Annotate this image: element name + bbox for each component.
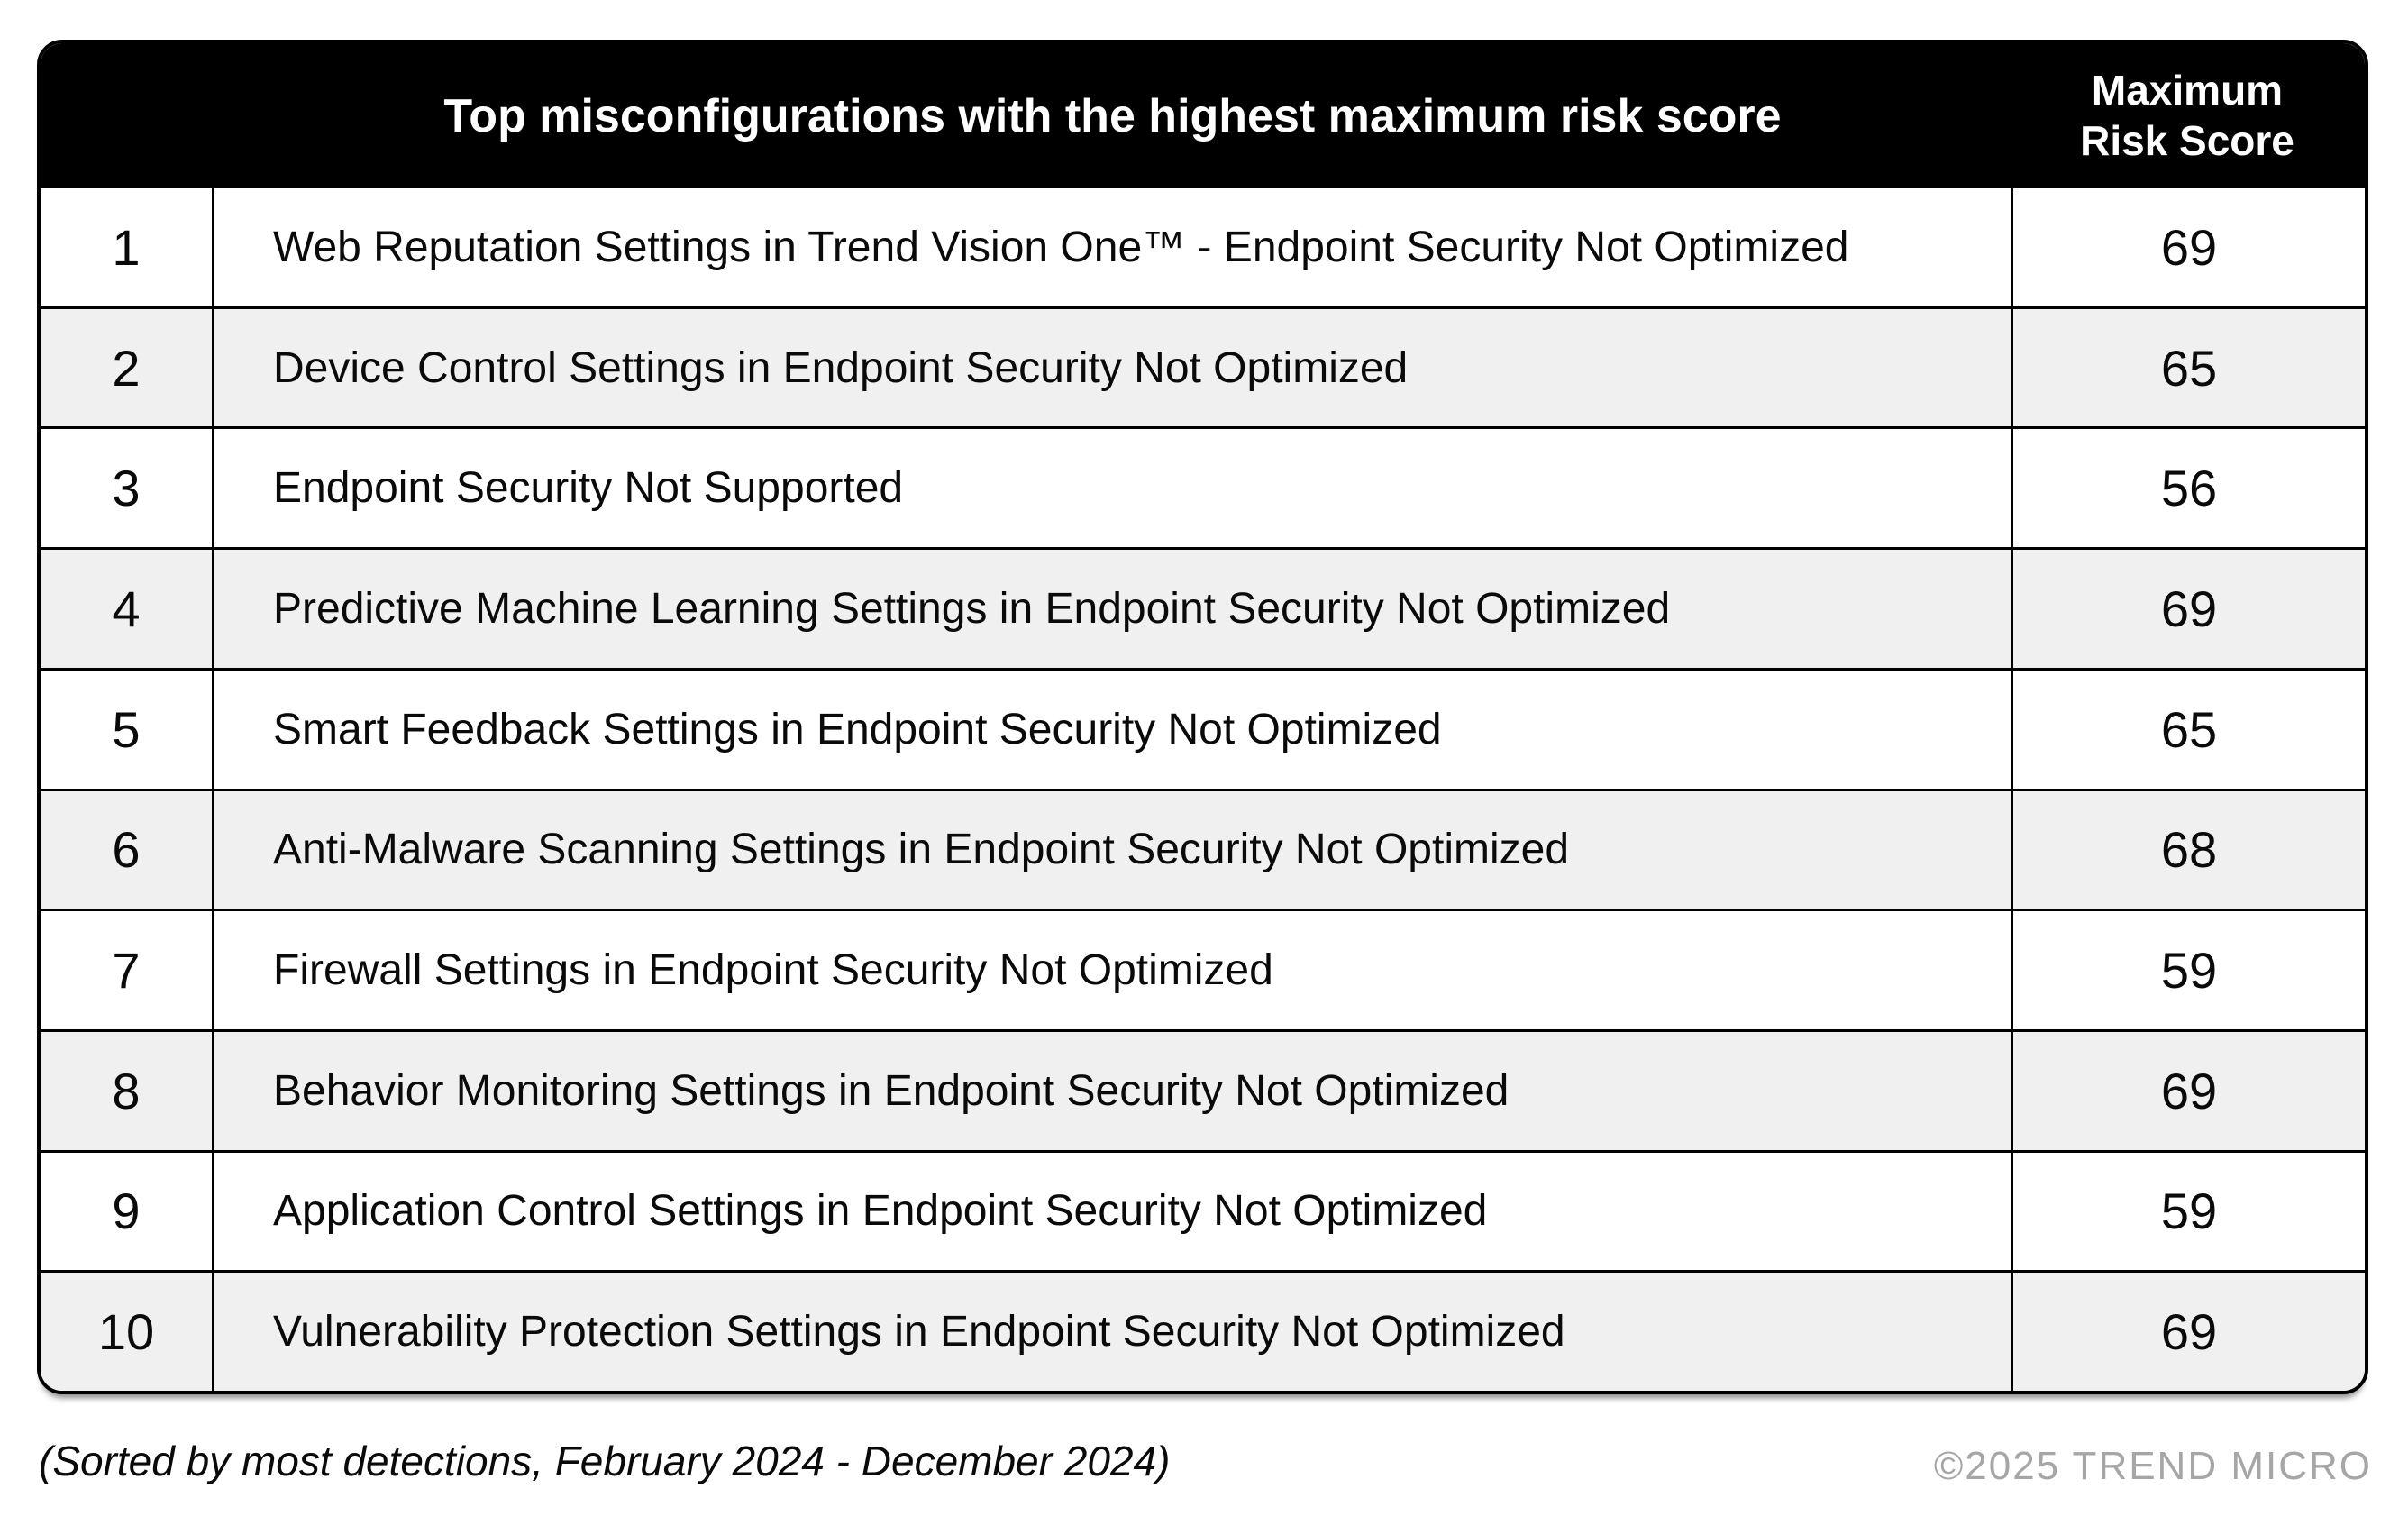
table-row: 6 Anti-Malware Scanning Settings in Endp… [41,788,2365,909]
score-header-line2: Risk Score [2080,116,2294,164]
rank-cell: 5 [41,670,214,789]
score-header-line1: Maximum [2091,67,2284,114]
misconfiguration-cell: Device Control Settings in Endpoint Secu… [273,343,1409,392]
misconfiguration-cell: Firewall Settings in Endpoint Security N… [273,946,1273,995]
rank-cell: 10 [41,1273,214,1391]
rank-cell: 4 [41,550,214,668]
misconfiguration-cell: Behavior Monitoring Settings in Endpoint… [273,1066,1510,1115]
table-row: 7 Firewall Settings in Endpoint Security… [41,909,2365,1029]
rank-cell: 2 [41,308,214,427]
score-cell: 69 [2011,1031,2365,1150]
misconfiguration-cell: Smart Feedback Settings in Endpoint Secu… [273,705,1442,753]
misconfigurations-table: Top misconfigurations with the highest m… [37,40,2368,1394]
score-cell: 69 [2011,1273,2365,1391]
misconfiguration-cell: Predictive Machine Learning Settings in … [273,584,1671,633]
table-row: 2 Device Control Settings in Endpoint Se… [41,306,2365,427]
rank-cell: 9 [41,1152,214,1271]
table-header-row: Top misconfigurations with the highest m… [41,43,2365,188]
score-cell: 59 [2011,1152,2365,1271]
score-cell: 69 [2011,550,2365,668]
score-cell: 65 [2011,670,2365,789]
rank-cell: 7 [41,911,214,1029]
rank-cell: 3 [41,429,214,548]
score-cell: 59 [2011,911,2365,1029]
score-cell: 68 [2011,790,2365,909]
copyright-text: ©2025 TREND MICRO [1933,1444,2372,1488]
table-row: 1 Web Reputation Settings in Trend Visio… [41,188,2365,306]
misconfiguration-cell: Web Reputation Settings in Trend Vision … [273,223,1849,271]
table-row: 10 Vulnerability Protection Settings in … [41,1270,2365,1391]
misconfiguration-cell: Anti-Malware Scanning Settings in Endpoi… [273,826,1570,874]
sort-note: (Sorted by most detections, February 202… [39,1438,1171,1484]
table-row: 5 Smart Feedback Settings in Endpoint Se… [41,667,2365,789]
score-column-header: Maximum Risk Score [2010,43,2365,188]
score-cell: 56 [2011,429,2365,548]
table-row: 9 Application Control Settings in Endpoi… [41,1149,2365,1271]
rank-header-cell [41,43,215,188]
table-body: 1 Web Reputation Settings in Trend Visio… [41,188,2365,1391]
table-row: 4 Predictive Machine Learning Settings i… [41,547,2365,668]
rank-cell: 6 [41,790,214,909]
misconfiguration-cell: Vulnerability Protection Settings in End… [273,1308,1565,1356]
table-title: Top misconfigurations with the highest m… [443,89,1782,142]
misconfiguration-cell: Endpoint Security Not Supported [273,464,904,513]
score-cell: 65 [2011,308,2365,427]
score-cell: 69 [2011,188,2365,306]
rank-cell: 8 [41,1031,214,1150]
table-row: 8 Behavior Monitoring Settings in Endpoi… [41,1028,2365,1150]
misconfiguration-cell: Application Control Settings in Endpoint… [273,1187,1488,1236]
rank-cell: 1 [41,188,214,306]
table-row: 3 Endpoint Security Not Supported 56 [41,426,2365,548]
